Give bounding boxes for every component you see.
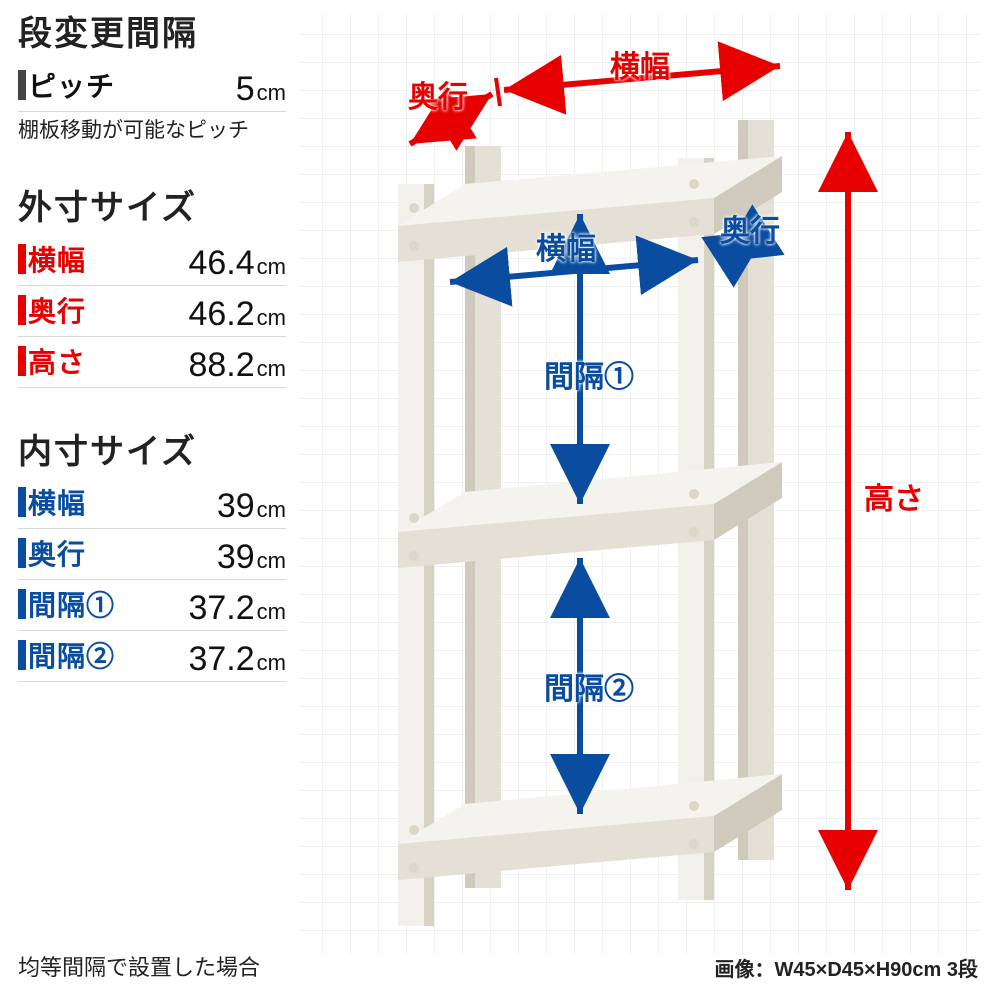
spec-row: 奥行 46.2 cm [18,286,286,337]
shelf-diagram: 奥行 横幅 高さ 横幅 奥行 間隔① 間隔② [300,14,980,954]
spec-label: 横幅 [28,482,86,522]
spec-value: 5 [236,70,255,109]
spec-label: 奥行 [28,533,86,573]
spec-unit: cm [257,254,286,280]
spec-panel: 段変更間隔 ピッチ 5 cm 棚板移動が可能なピッチ 外寸サイズ 横幅 46.4… [18,14,286,682]
spec-unit: cm [257,305,286,331]
pitch-title: 段変更間隔 [18,14,286,55]
label-outer-height: 高さ [864,474,924,518]
label-outer-depth: 奥行 [408,72,468,116]
outer-title: 外寸サイズ [18,188,286,229]
marker-icon [18,640,26,670]
spec-value: 46.4 [188,244,254,283]
spec-row: 間隔① 37.2 cm [18,580,286,631]
inner-section: 内寸サイズ 横幅 39 cm 奥行 39 cm 間隔① 37.2 cm [18,432,286,683]
spec-label: 間隔② [28,635,115,675]
spec-unit: cm [257,650,286,676]
spec-unit: cm [257,599,286,625]
spec-row: ピッチ 5 cm [18,61,286,112]
inner-title: 内寸サイズ [18,432,286,473]
label-inner-depth: 奥行 [720,206,780,250]
label-gap1: 間隔① [544,352,634,396]
pitch-note: 棚板移動が可能なピッチ [18,114,286,144]
spec-label: 横幅 [28,239,86,279]
spec-row: 間隔② 37.2 cm [18,631,286,682]
marker-icon [18,487,26,517]
label-outer-width: 横幅 [610,42,670,86]
spec-row: 高さ 88.2 cm [18,337,286,388]
marker-icon [18,70,26,100]
spec-unit: cm [257,548,286,574]
marker-icon [18,295,26,325]
spec-value: 46.2 [188,295,254,334]
footer-note-right: 画像：W45×D45×H90cm 3段 [715,953,978,982]
spec-unit: cm [257,80,286,106]
spec-value: 88.2 [188,346,254,385]
spec-value: 37.2 [188,589,254,628]
spec-value: 39 [217,538,255,577]
spec-value: 37.2 [188,640,254,679]
spec-row: 奥行 39 cm [18,529,286,580]
pitch-section: 段変更間隔 ピッチ 5 cm 棚板移動が可能なピッチ [18,14,286,144]
spec-row: 横幅 39 cm [18,478,286,529]
spec-unit: cm [257,356,286,382]
outer-section: 外寸サイズ 横幅 46.4 cm 奥行 46.2 cm 高さ 88.2 cm [18,188,286,388]
marker-icon [18,346,26,376]
spec-label: ピッチ [28,65,115,105]
spec-label: 高さ [28,341,86,381]
label-inner-width: 横幅 [536,224,596,268]
spec-value: 39 [217,487,255,526]
spec-label: 間隔① [28,584,115,624]
spec-label-wrap: ピッチ [18,65,115,105]
footer-note-left: 均等間隔で設置した場合 [18,950,260,982]
marker-icon [18,538,26,568]
label-gap2: 間隔② [544,664,634,708]
spec-row: 横幅 46.4 cm [18,235,286,286]
spec-label: 奥行 [28,290,86,330]
spec-unit: cm [257,497,286,523]
marker-icon [18,589,26,619]
marker-icon [18,244,26,274]
